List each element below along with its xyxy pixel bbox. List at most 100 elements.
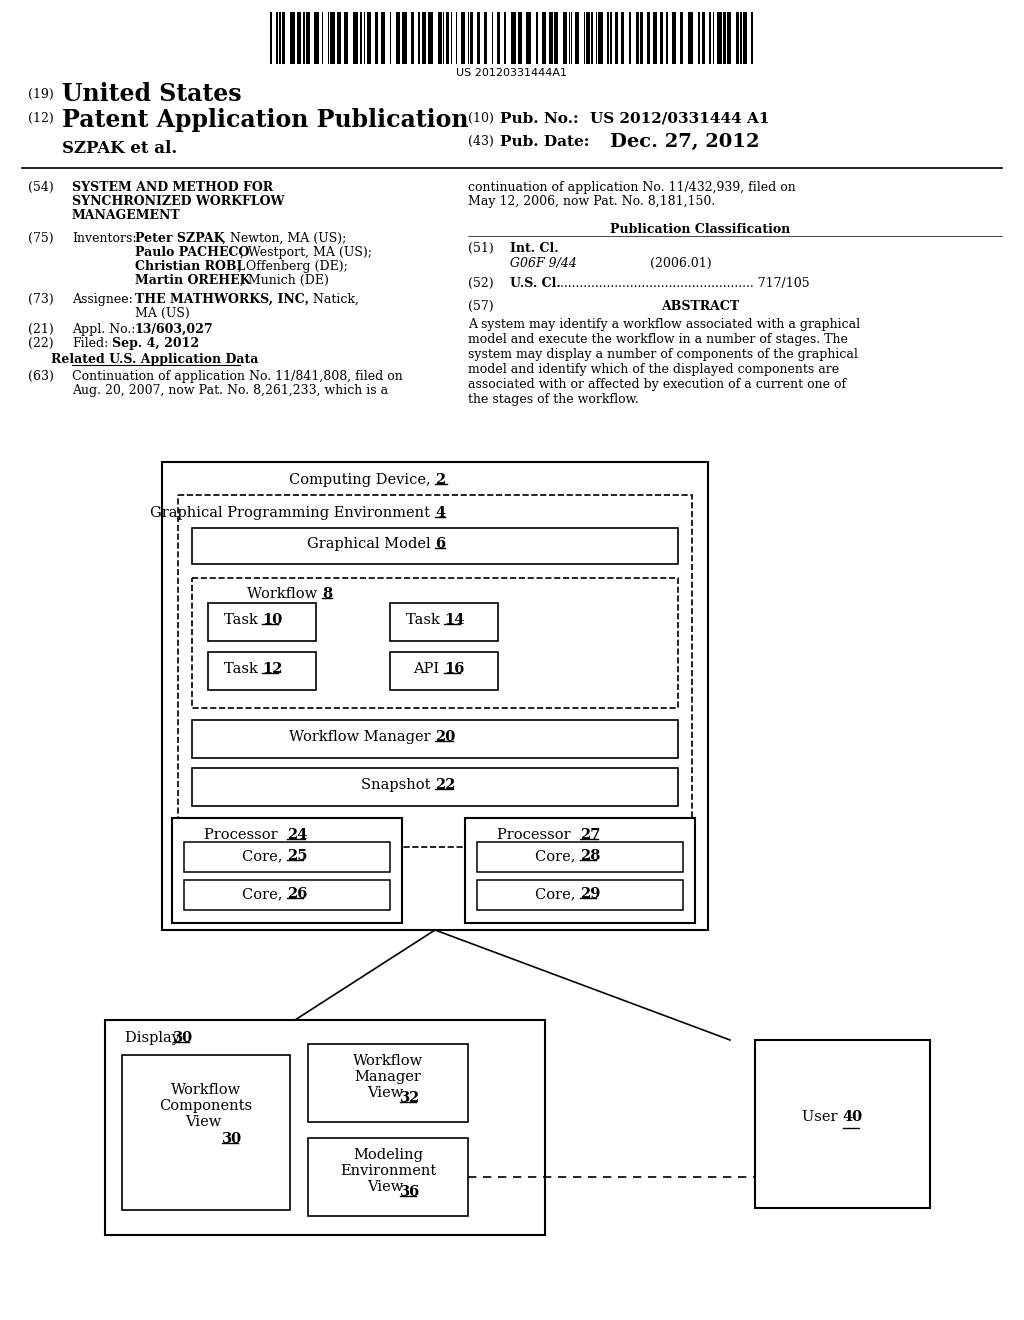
Text: Publication Classification: Publication Classification [610, 223, 791, 236]
Text: SYSTEM AND METHOD FOR: SYSTEM AND METHOD FOR [72, 181, 273, 194]
Bar [549, 12, 553, 63]
Text: 30: 30 [173, 1031, 194, 1045]
Text: Assignee:: Assignee: [72, 293, 133, 306]
Text: Core,: Core, [242, 887, 287, 902]
Bar [303, 12, 305, 63]
Bar [178, 495, 692, 847]
Text: 22: 22 [435, 777, 456, 792]
Text: Core,: Core, [242, 849, 287, 863]
Text: 32: 32 [400, 1092, 421, 1105]
Text: Workflow: Workflow [247, 587, 322, 601]
Bar [621, 12, 624, 63]
Bar [290, 12, 295, 63]
Bar [279, 12, 281, 63]
Bar [360, 12, 362, 63]
Bar [717, 12, 722, 63]
Bar [518, 12, 522, 63]
Text: (22): (22) [28, 337, 53, 350]
Bar [344, 12, 348, 63]
Text: continuation of application No. 11/432,939, filed on: continuation of application No. 11/432,9… [468, 181, 796, 194]
Bar [591, 12, 593, 63]
Bar [438, 12, 442, 63]
Text: (12): (12) [28, 112, 53, 125]
Text: Task: Task [223, 663, 262, 676]
Bar [743, 12, 746, 63]
Text: 30: 30 [222, 1133, 242, 1146]
Bar [308, 1044, 468, 1122]
Bar [740, 12, 742, 63]
Text: 8: 8 [322, 587, 332, 601]
Bar [396, 12, 400, 63]
Text: Sep. 4, 2012: Sep. 4, 2012 [112, 337, 199, 350]
Bar [208, 652, 316, 690]
Text: (2006.01): (2006.01) [650, 257, 712, 271]
Text: Task: Task [406, 612, 444, 627]
Text: 10: 10 [262, 612, 283, 627]
Bar [105, 1020, 545, 1236]
Text: Graphical Programming Environment: Graphical Programming Environment [151, 506, 435, 520]
Text: Core,: Core, [535, 849, 580, 863]
Text: THE MATHWORKS, INC.: THE MATHWORKS, INC. [135, 293, 309, 306]
Bar [122, 1055, 290, 1210]
Text: Processor: Processor [497, 828, 580, 842]
Text: Aug. 20, 2007, now Pat. No. 8,261,233, which is a: Aug. 20, 2007, now Pat. No. 8,261,233, w… [72, 384, 388, 397]
Bar [575, 12, 579, 63]
Text: Related U.S. Application Data: Related U.S. Application Data [51, 352, 259, 366]
Text: Workflow
Components
View: Workflow Components View [160, 1082, 253, 1130]
Bar [542, 12, 546, 63]
Text: ABSTRACT: ABSTRACT [660, 300, 739, 313]
Bar [477, 880, 683, 909]
Text: Appl. No.:: Appl. No.: [72, 323, 135, 337]
Text: SZPAK et al.: SZPAK et al. [62, 140, 177, 157]
Bar [680, 12, 683, 63]
Text: 20: 20 [435, 730, 456, 744]
Text: Core,: Core, [535, 887, 580, 902]
Bar [598, 12, 603, 63]
Text: Modeling
Environment
View: Modeling Environment View [340, 1148, 436, 1195]
Text: User: User [803, 1110, 843, 1125]
Text: (57): (57) [468, 300, 494, 313]
Text: MANAGEMENT: MANAGEMENT [72, 209, 180, 222]
Bar [688, 12, 693, 63]
Bar [647, 12, 650, 63]
Bar [698, 12, 700, 63]
Bar [477, 842, 683, 873]
Bar [702, 12, 705, 63]
Bar [337, 12, 341, 63]
Bar [411, 12, 414, 63]
Bar [375, 12, 378, 63]
Text: (51): (51) [468, 242, 494, 255]
Text: 16: 16 [444, 663, 464, 676]
Text: Peter SZPAK: Peter SZPAK [135, 232, 224, 246]
Text: 28: 28 [580, 849, 600, 863]
Text: A system may identify a workflow associated with a graphical
model and execute t: A system may identify a workflow associa… [468, 318, 860, 407]
Bar [314, 12, 319, 63]
Text: Display: Display [125, 1031, 184, 1045]
Bar [736, 12, 739, 63]
Text: 2: 2 [435, 473, 445, 487]
Bar [193, 719, 678, 758]
Text: (63): (63) [28, 370, 54, 383]
Text: 40: 40 [843, 1110, 862, 1125]
Text: , Westport, MA (US);: , Westport, MA (US); [240, 246, 372, 259]
Bar [390, 652, 498, 690]
Text: Martin OREHEK: Martin OREHEK [135, 275, 251, 286]
Bar [666, 12, 668, 63]
Text: G06F 9/44: G06F 9/44 [510, 257, 577, 271]
Text: Computing Device,: Computing Device, [289, 473, 435, 487]
Bar [446, 12, 449, 63]
Bar [461, 12, 465, 63]
Text: 6: 6 [435, 537, 445, 550]
Bar [709, 12, 711, 63]
Bar [470, 12, 473, 63]
Text: Christian ROBL: Christian ROBL [135, 260, 246, 273]
Text: Dec. 27, 2012: Dec. 27, 2012 [610, 133, 760, 150]
Bar [672, 12, 676, 63]
Bar [497, 12, 500, 63]
Text: 13/603,027: 13/603,027 [135, 323, 214, 337]
Text: , Natick,: , Natick, [305, 293, 358, 306]
Text: 14: 14 [444, 612, 464, 627]
Bar [755, 1040, 930, 1208]
Bar [640, 12, 643, 63]
Text: (52): (52) [468, 277, 494, 290]
